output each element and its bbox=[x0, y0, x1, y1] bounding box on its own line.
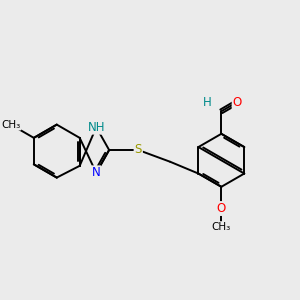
Text: CH₃: CH₃ bbox=[1, 120, 20, 130]
Text: O: O bbox=[232, 95, 242, 109]
Text: N: N bbox=[92, 166, 100, 179]
Text: S: S bbox=[135, 143, 142, 157]
Text: CH₃: CH₃ bbox=[212, 222, 231, 232]
Text: H: H bbox=[202, 95, 211, 109]
Text: O: O bbox=[217, 202, 226, 215]
Text: NH: NH bbox=[88, 121, 105, 134]
